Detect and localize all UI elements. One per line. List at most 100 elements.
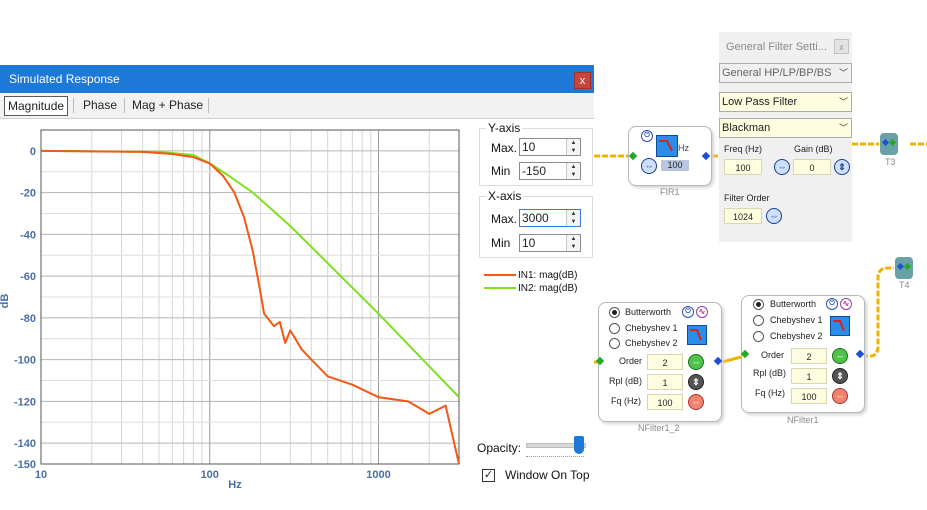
- rpl-adjust-icon[interactable]: ⇕: [688, 374, 704, 390]
- tab-magnitude[interactable]: Magnitude: [4, 96, 69, 116]
- spin-arrows[interactable]: ▲ ▼: [566, 210, 580, 226]
- order-adjust-icon[interactable]: ⇔: [766, 208, 782, 224]
- x-min-input[interactable]: 10 ▲ ▼: [519, 234, 581, 252]
- filter-kind-select[interactable]: Low Pass Filter ﹀: [719, 92, 852, 112]
- x-max-input[interactable]: 3000 ▲ ▼: [519, 209, 581, 227]
- butterworth-label: Butterworth: [770, 299, 817, 309]
- order-field[interactable]: 2: [791, 348, 827, 364]
- opacity-slider-thumb[interactable]: [574, 436, 584, 454]
- wave-icon[interactable]: ∿: [696, 306, 708, 318]
- chebyshev1-radio[interactable]: [753, 315, 764, 326]
- order-field[interactable]: 2: [647, 354, 683, 370]
- power-icon[interactable]: ⏻: [826, 298, 838, 310]
- gain-adjust-icon[interactable]: ⇕: [834, 159, 850, 175]
- order-field[interactable]: 1024: [724, 208, 762, 224]
- freq-adjust-icon[interactable]: ⇔: [774, 159, 790, 175]
- order-label: Filter Order: [724, 193, 770, 203]
- order-adjust-icon[interactable]: ⇔: [832, 348, 848, 364]
- tab-mag-phase[interactable]: Mag + Phase: [132, 98, 204, 112]
- y-min-label: Min: [491, 164, 511, 178]
- order-adjust-icon[interactable]: ⇔: [688, 354, 704, 370]
- filter-kind-value: Low Pass Filter: [722, 96, 798, 108]
- power-icon[interactable]: ⏻: [682, 306, 694, 318]
- series-layer: [40, 149, 460, 465]
- gain-label: Gain (dB): [794, 144, 833, 154]
- rpl-label: Rpl (dB): [753, 368, 787, 378]
- sim-window-titlebar[interactable]: Simulated Response x: [0, 65, 594, 93]
- x-axis-group: X-axis Max. 3000 ▲ ▼ Min 10 ▲ ▼: [479, 189, 593, 258]
- t3-node[interactable]: [880, 133, 898, 155]
- chebyshev1-label: Chebyshev 1: [770, 315, 823, 325]
- butterworth-radio[interactable]: [609, 307, 620, 318]
- rpl-field[interactable]: 1: [647, 374, 683, 390]
- chebyshev2-label: Chebyshev 2: [770, 331, 823, 341]
- chebyshev1-radio[interactable]: [609, 323, 620, 334]
- spin-arrows[interactable]: ▲ ▼: [566, 139, 580, 155]
- butterworth-label: Butterworth: [625, 307, 672, 317]
- rpl-label: Rpl (dB): [609, 376, 643, 386]
- spin-arrows[interactable]: ▲ ▼: [566, 235, 580, 251]
- y-min-input[interactable]: -150 ▲ ▼: [519, 162, 581, 180]
- legend-item-in2: IN2: mag(dB): [484, 283, 577, 294]
- tab-divider: [208, 98, 209, 113]
- wave-icon[interactable]: ∿: [840, 298, 852, 310]
- power-icon[interactable]: ⏻: [641, 130, 653, 142]
- fq-adjust-icon[interactable]: ⇔: [688, 394, 704, 410]
- close-button[interactable]: x: [574, 72, 591, 89]
- port: [903, 262, 912, 271]
- tab-divider: [73, 98, 74, 113]
- chebyshev2-radio[interactable]: [753, 331, 764, 342]
- order-label: Order: [761, 350, 785, 360]
- y-min-value: -150: [522, 164, 547, 178]
- fq-adjust-icon[interactable]: ⇔: [832, 388, 848, 404]
- series-line: [40, 149, 460, 465]
- nfilter1-2-block[interactable]: Butterworth Chebyshev 1 Chebyshev 2 ⏻ ∿ …: [598, 302, 722, 422]
- general-settings-panel: General Filter Setti... x General HP/LP/…: [719, 32, 852, 242]
- t4-label: T4: [899, 280, 910, 290]
- lowpass-icon: [656, 135, 678, 157]
- x-tick-label: 100: [201, 469, 219, 481]
- t4-node[interactable]: [895, 257, 913, 279]
- chevron-down-icon: ﹀: [838, 97, 848, 107]
- spin-arrows[interactable]: ▲ ▼: [566, 163, 580, 179]
- plot-frame: [40, 129, 460, 465]
- freq-field[interactable]: 100: [724, 159, 762, 175]
- gain-field[interactable]: 0: [793, 159, 831, 175]
- rpl-field[interactable]: 1: [791, 368, 827, 384]
- rpl-adjust-icon[interactable]: ⇕: [832, 368, 848, 384]
- opacity-label: Opacity:: [477, 441, 522, 455]
- freq-value[interactable]: 100: [661, 160, 689, 171]
- y-tick-labels: 0 -20 -40 -60 -80 -100 -120 -140 -150: [14, 146, 36, 471]
- y-axis-label: dB: [0, 294, 11, 309]
- nfilter1-block[interactable]: Butterworth Chebyshev 1 Chebyshev 2 ⏻ ∿ …: [741, 295, 865, 413]
- fq-label: Fq (Hz): [755, 388, 785, 398]
- filter-type-select[interactable]: General HP/LP/BP/BS ﹀: [719, 63, 852, 83]
- series-line: [40, 149, 460, 398]
- nfilter1-caption: NFilter1: [787, 415, 819, 425]
- chebyshev2-radio[interactable]: [609, 338, 620, 349]
- tab-phase[interactable]: Phase: [83, 98, 118, 112]
- window-select[interactable]: Blackman ﹀: [719, 118, 852, 138]
- butterworth-radio[interactable]: [753, 299, 764, 310]
- settings-close-button[interactable]: x: [834, 39, 849, 54]
- opacity-slider-track[interactable]: [526, 443, 586, 448]
- chart-grid: [40, 129, 460, 465]
- x-max-label: Max.: [491, 212, 518, 226]
- fq-field[interactable]: 100: [791, 388, 827, 404]
- window-on-top-checkbox[interactable]: ✓: [482, 469, 495, 482]
- freq-adjust-icon[interactable]: ⇔: [641, 158, 657, 174]
- x-min-value: 10: [522, 236, 536, 250]
- y-tick-label: -140: [14, 438, 36, 450]
- fq-label: Fq (Hz): [611, 396, 641, 406]
- tab-divider: [124, 98, 125, 113]
- fq-field[interactable]: 100: [647, 394, 683, 410]
- opacity-ticks: [526, 456, 584, 458]
- legend-swatch: [484, 274, 516, 277]
- hz-label: Hz: [678, 143, 689, 153]
- y-max-input[interactable]: 10 ▲ ▼: [519, 138, 581, 156]
- y-tick-label: -20: [20, 188, 36, 200]
- y-tick-label: -120: [14, 396, 36, 408]
- x-tick-label: 1000: [366, 469, 390, 481]
- y-tick-label: -150: [14, 459, 36, 471]
- fir-block[interactable]: ⏻ Hz ⇔ 100: [628, 126, 712, 186]
